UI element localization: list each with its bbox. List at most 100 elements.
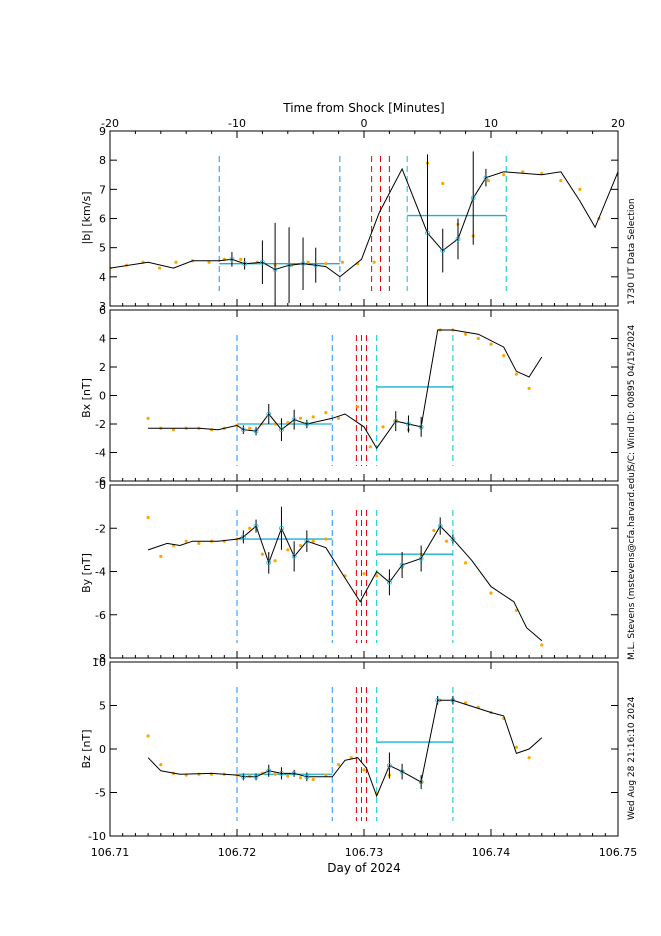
data-point	[197, 541, 201, 545]
error-bar-center	[435, 697, 441, 703]
data-point	[298, 776, 303, 780]
y-tick-label: 6	[99, 304, 106, 317]
ylabel-vmag: |b| [km/s]	[80, 192, 93, 245]
data-point	[146, 416, 150, 420]
panel-bx: -6 -4 -2 0 2 4 6	[95, 304, 619, 488]
data-point	[514, 745, 519, 749]
error-bar-center	[304, 421, 310, 427]
error-bar-center	[279, 525, 284, 531]
data-point	[324, 773, 328, 777]
error-bar-center	[440, 248, 446, 253]
side-label-spacecraft: S/C: Wind ID: 00895 04/15/2024	[627, 324, 637, 470]
error-bar-center	[313, 262, 319, 268]
data-point	[502, 354, 506, 358]
data-point	[157, 266, 162, 270]
data-point	[248, 426, 252, 430]
data-point	[248, 526, 252, 530]
top-tick-label-2: 0	[361, 117, 368, 130]
data-point	[298, 543, 303, 548]
error-bar-center	[272, 267, 278, 272]
bottom-axis-ticks: 106.71 106.72 106.73 106.74 106.75	[91, 846, 638, 859]
data-point	[527, 756, 531, 760]
error-bar-center	[240, 774, 246, 780]
y-tick-label: -2	[95, 418, 106, 431]
top-tick-label-4: 20	[611, 117, 625, 130]
data-point	[521, 170, 525, 174]
error-bar-center	[253, 523, 259, 529]
error-bar-center	[291, 770, 297, 776]
ylabel-bx: Bx [nT]	[80, 378, 93, 418]
error-bar-center	[455, 236, 461, 242]
data-point	[207, 260, 211, 264]
bottom-tick-label-3: 106.74	[472, 846, 511, 859]
error-bar-center	[418, 424, 424, 430]
y-tick-label: 0	[99, 479, 106, 492]
data-point	[362, 572, 366, 576]
data-point	[540, 171, 544, 175]
bottom-axis-title: Day of 2024	[327, 861, 400, 875]
data-point	[362, 768, 366, 772]
data-point	[159, 554, 163, 558]
panel-frame	[109, 130, 619, 307]
data-point	[432, 528, 436, 533]
data-point	[441, 181, 445, 186]
bottom-tick-label-0: 106.71	[91, 846, 130, 859]
top-axis-ticks: -20 -10 0 10 20	[101, 117, 625, 138]
data-point	[306, 260, 310, 264]
side-label-author: M.L. Stevens (mstevens@cfa.harvard.edu)	[627, 469, 637, 660]
data-point	[527, 386, 531, 390]
y-tick-label: 9	[99, 125, 106, 138]
data-point	[368, 445, 372, 449]
y-tick-label: -6	[95, 475, 106, 488]
panel-plot-area	[146, 328, 543, 466]
data-point	[464, 332, 468, 336]
data-point	[260, 552, 264, 556]
y-tick-label: 7	[99, 183, 106, 196]
y-tick-label: -5	[95, 787, 106, 800]
data-point	[171, 428, 176, 432]
error-bar-center	[291, 417, 297, 423]
y-tick-label: 3	[99, 300, 106, 313]
top-tick-label-1: -10	[228, 117, 246, 130]
data-point	[324, 537, 328, 541]
data-point	[444, 539, 449, 543]
error-bar-center	[418, 779, 424, 785]
error-bar-center	[266, 768, 272, 774]
data-point	[159, 763, 163, 767]
error-bar-center	[470, 195, 476, 201]
error-bar-center	[286, 262, 292, 268]
y-tick-label: 0	[99, 390, 106, 403]
panel-bz: -10 -5 0 5 10	[88, 656, 619, 843]
error-bar-center	[450, 697, 456, 703]
error-bar-center	[259, 259, 265, 265]
y-tick-label: 10	[92, 656, 106, 669]
data-point	[273, 772, 277, 776]
error-bar-center	[304, 538, 310, 544]
data-point	[578, 187, 582, 191]
bottom-tick-label-1: 106.72	[218, 846, 257, 859]
data-point	[337, 416, 341, 420]
y-tick-label: 4	[99, 271, 106, 284]
data-point	[286, 774, 290, 778]
y-tick-label: 5	[99, 242, 106, 255]
error-bar-center	[386, 579, 392, 585]
data-point	[146, 515, 150, 520]
model-line	[110, 167, 618, 278]
error-bar-center	[242, 261, 248, 267]
error-bar-center	[266, 411, 272, 417]
panel-frame	[109, 484, 619, 659]
data-point	[273, 559, 277, 563]
error-bar-center	[240, 534, 246, 540]
bottom-tick-label-4: 106.75	[599, 846, 638, 859]
error-bar-center	[386, 763, 392, 768]
data-point	[146, 734, 150, 738]
y-tick-label: -8	[95, 652, 106, 665]
error-bar-center	[418, 556, 424, 561]
panel-frame	[109, 661, 619, 837]
data-point	[559, 178, 563, 183]
data-point	[372, 260, 376, 264]
top-tick-label-3: 10	[484, 117, 498, 130]
error-bar-center	[291, 553, 297, 559]
data-point	[464, 561, 468, 565]
data-point	[184, 539, 188, 543]
